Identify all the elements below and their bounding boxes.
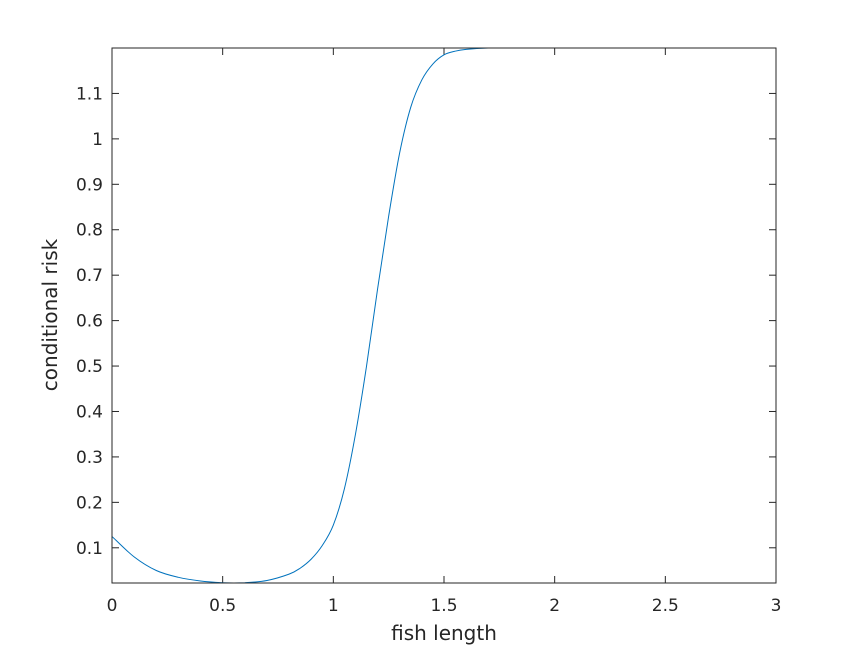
y-tick-label: 1.1: [76, 84, 103, 104]
x-tick-label: 0.5: [209, 596, 236, 616]
y-tick-label: 0.5: [76, 357, 103, 377]
axes-box: [111, 47, 777, 584]
y-tick-label: 0.2: [76, 493, 103, 513]
y-tick-label: 0.8: [76, 221, 103, 241]
y-tick-label: 1: [92, 130, 103, 150]
x-tick-label: 1: [328, 596, 339, 616]
x-tick-label: 3: [771, 596, 782, 616]
x-axis-label: fish length: [391, 621, 497, 645]
y-tick-label: 0.6: [76, 312, 103, 332]
y-tick-label: 0.1: [76, 539, 103, 559]
tick-labels: 0 0.5 1 1.5 2 2.5 3 0.1 0.2 0.3 0.4 0.5 0.6 0.7 0.8 0.9…: [76, 84, 781, 616]
x-tick-label: 2: [549, 596, 560, 616]
x-tick-label: 0: [107, 596, 118, 616]
y-tick-label: 0.7: [76, 266, 103, 286]
y-axis-label: conditional risk: [38, 238, 62, 391]
plot-area: [112, 48, 776, 583]
x-tick-label: 1.5: [430, 596, 457, 616]
y-tick-label: 0.4: [76, 402, 103, 422]
y-tick-label: 0.3: [76, 448, 103, 468]
x-tick-label: 2.5: [652, 596, 679, 616]
y-tick-label: 0.9: [76, 175, 103, 195]
